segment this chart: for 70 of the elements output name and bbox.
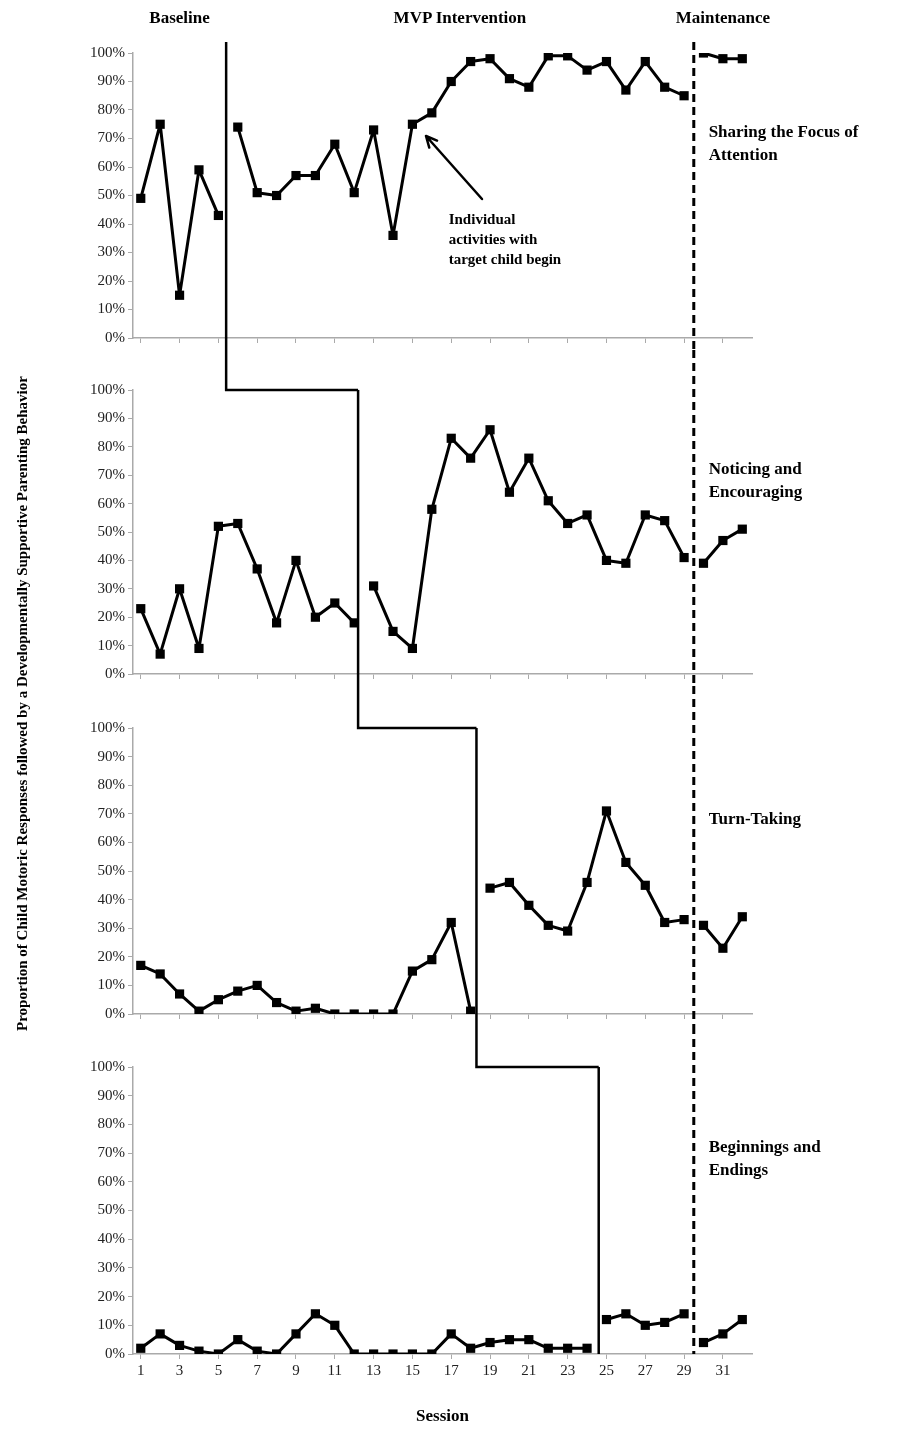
annotation: Individual activities with target child begin [448,211,562,267]
y-tick-label: 50% [97,1201,125,1218]
x-tick-label: 13 [366,1361,382,1378]
x-tick-label: 9 [292,1361,300,1378]
y-tick-label: 50% [97,186,125,203]
y-tick-label: 20% [97,947,125,964]
y-tick-label: 40% [97,890,125,907]
y-tick-label: 80% [97,776,125,793]
x-tick-label: 1 [137,1361,145,1378]
y-tick-label: 10% [97,300,125,317]
x-axis-title: Session [416,1406,470,1426]
y-tick-label: 100% [90,718,125,735]
y-tick-label: 100% [90,1057,125,1074]
y-tick-label: 50% [97,522,125,539]
y-tick-label: 40% [97,1230,125,1247]
text: Maintenance [675,8,771,27]
y-tick-label: 70% [97,1144,125,1161]
y-tick-label: 90% [97,72,125,89]
text: Baseline [149,8,211,27]
y-tick-label: 10% [97,636,125,653]
y-tick-label: 0% [105,664,125,681]
x-tick-label: 29 [676,1361,692,1378]
x-tick-label: 11 [327,1361,343,1378]
x-tick-label: 23 [560,1361,576,1378]
y-tick-label: 0% [105,1004,125,1021]
x-tick-label: 7 [253,1361,262,1378]
x-tick-label: 17 [443,1361,460,1378]
y-tick-label: 0% [105,328,125,345]
y-tick-label: 80% [97,100,125,117]
y-tick-label: 80% [97,437,125,454]
y-tick-label: 60% [97,833,125,850]
y-tick-label: 30% [97,243,125,260]
y-tick-label: 100% [90,380,125,397]
y-tick-label: 90% [97,747,125,764]
y-tick-label: 20% [97,1287,125,1304]
x-tick-label: 21 [521,1361,537,1378]
y-tick-label: 40% [97,214,125,231]
y-tick-label: 40% [97,551,125,568]
x-tick-label: 5 [214,1361,223,1378]
y-tick-label: 0% [105,1344,125,1361]
y-tick-label: 30% [97,919,125,936]
y-tick-label: 70% [97,129,125,146]
text: MVP Intervention [393,8,527,27]
y-tick-label: 10% [97,1316,125,1333]
y-tick-label: 70% [97,804,125,821]
annotation: Sharing the Focus of Attention [708,122,859,165]
y-tick-label: 60% [97,1172,125,1189]
y-tick-label: 20% [97,608,125,625]
y-tick-label: 10% [97,976,125,993]
x-tick-label: 25 [598,1361,614,1378]
y-axis-title: Proportion of Child Motoric Responses followed by a Developmentally Supportive Parenting Behavior [13,375,31,1031]
x-tick-label: 15 [404,1361,420,1378]
x-tick-label: 3 [175,1361,184,1378]
y-tick-label: 90% [97,1086,125,1103]
y-tick-label: 70% [97,466,125,483]
annotation: Noticing and Encouraging [708,458,803,501]
x-tick-label: 19 [482,1361,498,1378]
y-tick-label: 60% [97,494,125,511]
y-tick-label: 80% [97,1115,125,1132]
annotation: Beginnings and Endings [708,1136,822,1179]
y-tick-label: 100% [90,43,125,60]
y-tick-label: 30% [97,579,125,596]
x-tick-label: 27 [637,1361,654,1378]
annotation: Turn-Taking [708,808,802,828]
y-tick-label: 50% [97,861,125,878]
y-tick-label: 20% [97,271,125,288]
y-tick-label: 60% [97,157,125,174]
x-tick-label: 31 [715,1361,731,1378]
y-tick-label: 90% [97,409,125,426]
y-tick-label: 30% [97,1258,125,1275]
